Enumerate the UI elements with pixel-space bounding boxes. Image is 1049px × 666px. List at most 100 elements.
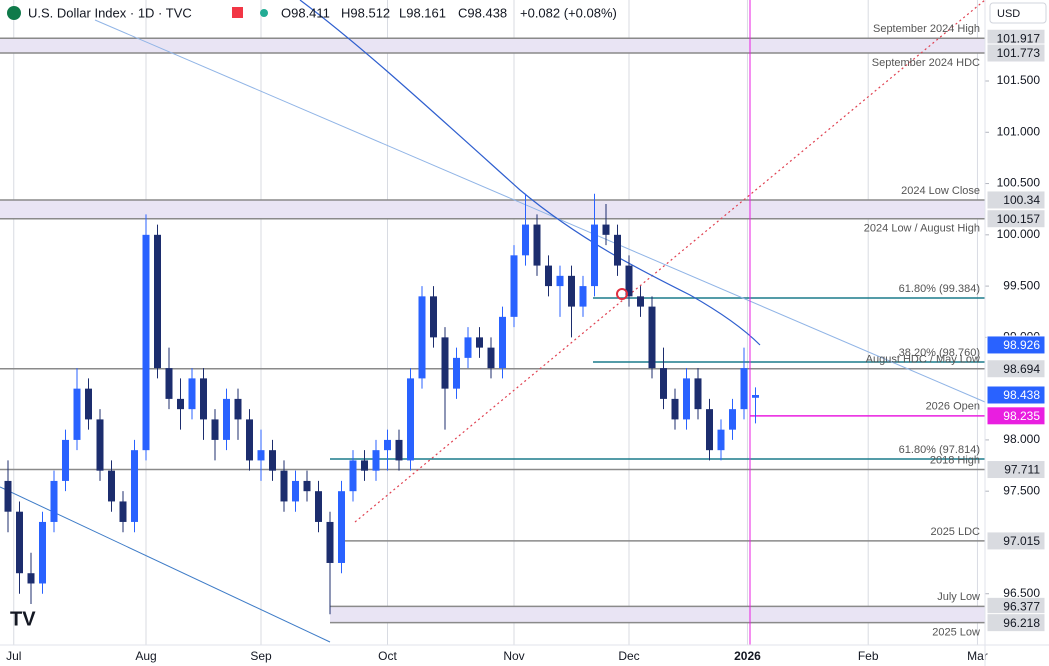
candle-body [315, 491, 322, 522]
candle-body [223, 398, 230, 440]
candle-body [579, 286, 587, 307]
level-annotation: 2018 High [930, 454, 980, 466]
price-label: 96.218 [1003, 616, 1040, 630]
candle-body [39, 521, 46, 584]
status-dot [260, 9, 268, 17]
candle-body [625, 265, 633, 297]
price-label: 97.015 [1003, 534, 1040, 548]
price-label: 98.694 [1003, 362, 1040, 376]
candle-body [533, 224, 541, 266]
logo: TV [10, 608, 36, 630]
y-tick-label: 101.000 [997, 124, 1041, 138]
level-annotation: 61.80% (97.814) [899, 444, 980, 456]
price-box [986, 406, 1046, 426]
candle-body [108, 470, 115, 502]
candle-body [27, 573, 35, 584]
symbol-title: U.S. Dollar Index · 1D · TVC [28, 5, 192, 20]
price-label: 98.926 [1003, 338, 1040, 352]
y-tick-label: 100.500 [997, 176, 1041, 190]
level-band [0, 199, 985, 219]
level-annotation: August HDC / May Low [866, 354, 980, 366]
price-box [986, 359, 1046, 379]
x-tick-label: Jul [6, 649, 21, 663]
price-label: 98.438 [1003, 388, 1040, 402]
price-label: 96.377 [1003, 600, 1040, 614]
price-label: 97.711 [1004, 463, 1040, 477]
level-annotation: 61.80% (99.384) [899, 283, 980, 295]
candle-body [418, 296, 426, 379]
candle-body [556, 275, 564, 287]
price-box [986, 460, 1046, 480]
candle-body [729, 409, 736, 430]
price-label: 100.34 [1003, 193, 1040, 207]
candle-body [257, 450, 265, 461]
price-box [986, 190, 1046, 210]
quote-value: +0.082 (+0.08%) [520, 5, 617, 20]
candle-body [752, 394, 759, 398]
candle-body [648, 306, 656, 369]
candle-body [292, 480, 299, 502]
candle-body [16, 511, 23, 574]
flag-icon[interactable] [232, 7, 243, 18]
price-label: 101.917 [997, 31, 1041, 45]
candle-body [453, 357, 460, 389]
candle-body [441, 337, 449, 389]
candle-body [177, 398, 184, 410]
price-box [986, 531, 1046, 551]
price-box [986, 335, 1046, 355]
quote-value: H98.512 [341, 5, 390, 20]
price-box [986, 385, 1046, 405]
y-tick-label: 100.000 [997, 227, 1041, 241]
candle-body [614, 234, 621, 266]
candle-body [200, 378, 207, 420]
candle-body [464, 337, 472, 358]
price-label: 101.773 [997, 46, 1041, 60]
level-annotation: September 2024 HDC [872, 57, 980, 69]
level-annotation: 2024 Low / August High [864, 223, 980, 235]
trendline [354, 0, 986, 523]
candle-body [4, 480, 12, 512]
candle-body [395, 439, 403, 461]
x-tick-label: Mar [967, 649, 988, 663]
level-band [330, 606, 985, 623]
x-tick-label: Oct [378, 649, 397, 663]
price-box [986, 613, 1046, 633]
candle-body [165, 368, 173, 399]
y-tick-label: 97.500 [1003, 483, 1040, 497]
candle-body [637, 296, 644, 307]
level-annotation: 2025 Low [932, 627, 980, 639]
y-tick-label: 99.500 [1003, 278, 1040, 292]
candle-body [694, 378, 702, 410]
currency[interactable]: USD [997, 8, 1020, 20]
trendline [94, 19, 986, 403]
currency-button[interactable] [989, 2, 1047, 24]
candle-body [246, 419, 253, 461]
quote-value: L98.161 [399, 5, 446, 20]
candle-body [740, 368, 748, 410]
level-annotation: July Low [937, 591, 980, 603]
candle-body [717, 429, 725, 451]
x-tick-label: Dec [618, 649, 639, 663]
moving-average [299, 0, 761, 346]
candle-body [50, 480, 58, 522]
candle-body [671, 398, 679, 420]
candle-body [131, 450, 138, 522]
marker [616, 288, 628, 300]
x-tick-label: Sep [250, 649, 272, 663]
candle-body [62, 439, 69, 481]
candle-body [326, 521, 334, 563]
candle-body [499, 316, 506, 369]
candle-body [522, 224, 529, 256]
candle-body [73, 388, 81, 440]
candle-body [602, 224, 610, 235]
candle-body [188, 378, 196, 410]
candle-body [85, 388, 92, 420]
candle-body [591, 224, 598, 287]
level-annotation: 2026 Open [926, 401, 980, 413]
level-annotation: September 2024 High [873, 23, 980, 35]
candle-body [706, 409, 713, 451]
candle-body [476, 337, 483, 348]
candle-body [568, 275, 575, 307]
